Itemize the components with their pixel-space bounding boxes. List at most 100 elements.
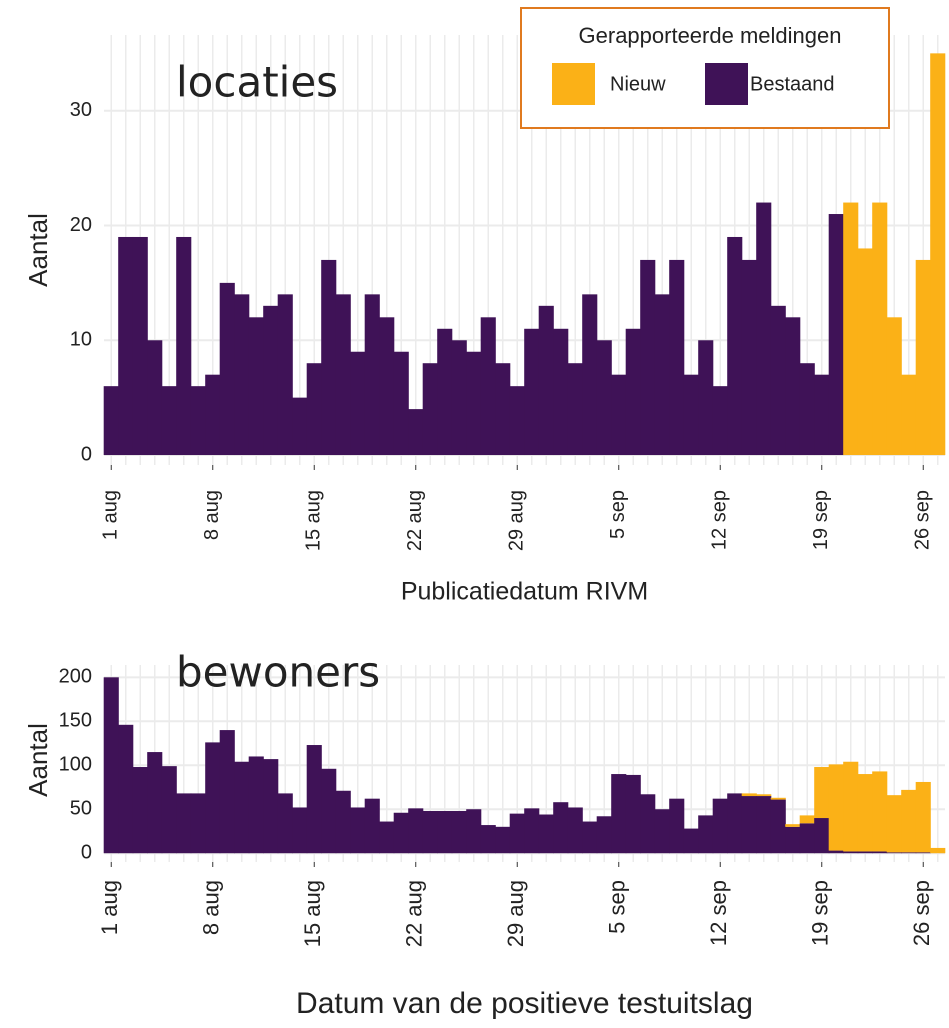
bar — [495, 826, 511, 854]
bar — [872, 851, 888, 854]
bar — [843, 761, 859, 852]
bar — [799, 363, 815, 456]
bar — [480, 825, 496, 854]
bar — [538, 305, 554, 456]
bar — [814, 767, 830, 819]
bar — [828, 214, 844, 456]
bar — [640, 259, 656, 456]
bar — [364, 798, 380, 854]
bar — [843, 202, 859, 456]
bar — [176, 236, 192, 456]
y-tick-label: 30 — [70, 99, 92, 121]
bar — [321, 768, 337, 854]
bar — [727, 793, 743, 854]
bar — [770, 797, 786, 800]
bar — [741, 796, 757, 854]
y-tick-label: 20 — [70, 214, 92, 236]
bar — [901, 374, 917, 456]
y-tick-label: 200 — [59, 666, 92, 688]
bar — [161, 766, 177, 854]
bar — [393, 812, 409, 854]
bar — [669, 259, 685, 456]
bar — [306, 363, 322, 456]
legend-label: Nieuw — [610, 73, 666, 95]
x-tick-label: 12 sep — [706, 880, 731, 946]
x-tick-label: 1 aug — [97, 880, 122, 935]
y-tick-label: 100 — [59, 754, 92, 776]
annotation: locaties — [176, 58, 338, 107]
bar — [103, 677, 119, 854]
bar — [596, 816, 612, 854]
legend-title: Gerapporteerde meldingen — [579, 23, 842, 48]
bar — [625, 328, 641, 456]
bar — [669, 798, 685, 854]
bar — [190, 793, 206, 854]
bar — [147, 752, 163, 854]
bar — [176, 793, 192, 854]
bar — [872, 202, 888, 456]
bar — [785, 824, 801, 827]
bar — [205, 374, 221, 456]
bar — [741, 793, 757, 797]
bar — [770, 305, 786, 456]
bar — [524, 328, 540, 456]
bar — [857, 851, 873, 854]
y-axis-label: Aantal — [23, 723, 53, 797]
bar — [190, 386, 206, 456]
bar — [277, 294, 293, 456]
bar — [814, 818, 830, 854]
bar — [741, 259, 757, 456]
x-tick-label: 5 sep — [605, 880, 630, 934]
bar — [553, 802, 569, 854]
bar — [857, 774, 873, 852]
bar — [712, 386, 728, 456]
x-tick-label: 8 aug — [201, 490, 223, 540]
bar — [437, 810, 453, 854]
x-axis-label: Publicatiedatum RIVM — [401, 578, 648, 606]
bar — [466, 351, 482, 456]
x-tick-label: 26 sep — [909, 880, 934, 946]
bar — [582, 821, 598, 854]
y-tick-label: 0 — [81, 841, 92, 863]
x-tick-label: 19 sep — [808, 880, 833, 946]
bar — [625, 774, 641, 854]
bar — [930, 847, 946, 854]
bar — [219, 730, 235, 854]
bar — [828, 764, 844, 851]
bar — [843, 851, 859, 854]
x-tick-label: 22 aug — [404, 490, 426, 551]
bar — [596, 340, 612, 456]
bar — [234, 294, 250, 456]
x-tick-label: 8 aug — [199, 880, 224, 935]
bar — [277, 793, 293, 854]
bar — [292, 397, 308, 456]
bar — [799, 815, 815, 824]
bar — [509, 386, 525, 456]
bar — [930, 53, 946, 456]
bar — [756, 796, 772, 854]
bar — [756, 202, 772, 456]
bar — [509, 813, 525, 854]
bar — [350, 351, 366, 456]
bar — [306, 745, 322, 854]
bar — [698, 815, 714, 854]
bar — [248, 317, 264, 456]
bar — [466, 809, 482, 854]
y-tick-label: 10 — [70, 329, 92, 351]
bar — [901, 789, 917, 853]
bar — [785, 826, 801, 854]
bar — [712, 798, 728, 854]
x-axis-label: Datum van de positieve testuitslag — [296, 987, 753, 1020]
bar — [567, 807, 583, 854]
bar — [248, 756, 264, 854]
bar — [901, 852, 917, 854]
bar — [683, 374, 699, 456]
bar — [350, 807, 366, 854]
bar — [234, 761, 250, 854]
bar — [292, 807, 308, 854]
x-tick-label: 5 sep — [607, 490, 629, 539]
bar — [654, 294, 670, 456]
bar — [364, 294, 380, 456]
bar — [828, 850, 844, 854]
